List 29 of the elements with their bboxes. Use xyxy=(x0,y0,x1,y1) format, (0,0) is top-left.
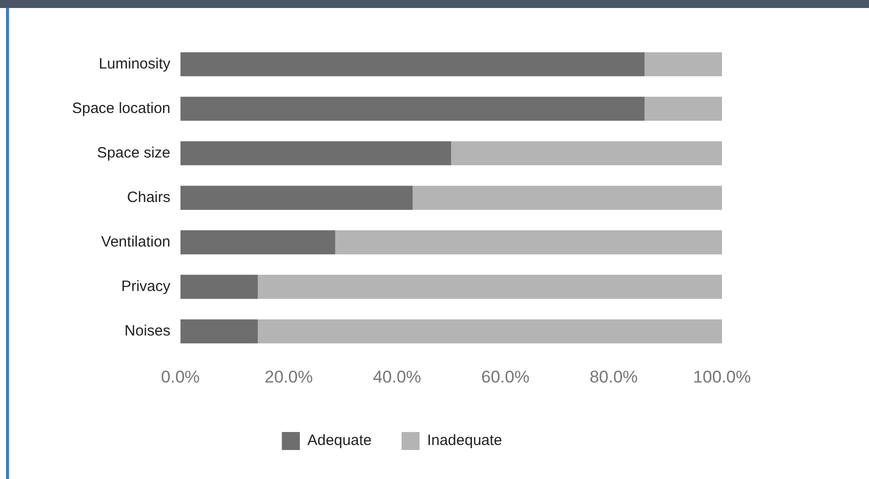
x-tick-label: 60.0% xyxy=(481,367,530,386)
bar xyxy=(258,274,722,299)
x-tick-label: 20.0% xyxy=(264,367,313,386)
bar xyxy=(644,52,722,76)
bar xyxy=(644,96,722,121)
bar xyxy=(180,141,452,166)
bar xyxy=(451,141,722,166)
y-tick-label: Chairs xyxy=(127,188,170,206)
bar xyxy=(180,230,336,254)
y-tick-label: Space location xyxy=(72,100,170,117)
bar xyxy=(180,52,645,76)
y-tick-label: Privacy xyxy=(121,278,171,295)
bar xyxy=(335,230,722,254)
x-tick-label: 80.0% xyxy=(590,367,638,386)
bar xyxy=(180,186,413,210)
y-tick-label: Noises xyxy=(124,322,170,340)
bar xyxy=(258,319,722,344)
bar xyxy=(180,274,258,299)
y-tick-label: Ventilation xyxy=(101,233,170,250)
legend-label: Adequate xyxy=(307,432,372,450)
y-tick-label: Space size xyxy=(97,144,170,162)
legend-label: Inadequate xyxy=(427,432,502,450)
y-tick-label: Luminosity xyxy=(98,55,171,72)
x-tick-label: 0.0% xyxy=(161,367,200,386)
bar xyxy=(180,319,258,344)
x-tick-label: 40.0% xyxy=(372,367,422,386)
x-tick-label: 100.0% xyxy=(693,367,751,386)
bar xyxy=(412,186,722,210)
bar xyxy=(180,96,645,121)
